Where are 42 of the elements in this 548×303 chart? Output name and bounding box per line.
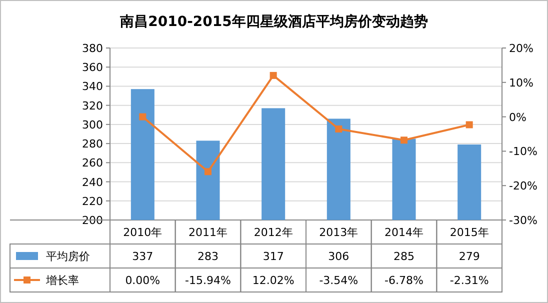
data-label: -15.94%: [185, 274, 231, 287]
y-tick-label: 240: [82, 176, 103, 189]
chart-title: 南昌2010-2015年四星级酒店平均房价变动趋势: [119, 13, 428, 30]
x-tick-label: 2013年: [319, 226, 358, 239]
data-label: 12.02%: [252, 274, 294, 287]
data-label: 337: [132, 250, 154, 263]
point: [204, 168, 212, 176]
y-tick-label: 360: [82, 61, 103, 74]
y-tick-label: 220: [82, 194, 103, 208]
y-tick-label: 300: [82, 118, 103, 132]
data-label: -6.78%: [384, 274, 424, 287]
y2-tick-label: 0%: [509, 110, 526, 124]
y2-tick-label: -10%: [509, 145, 538, 158]
legend-label: 平均房价: [46, 250, 90, 263]
data-label: 285: [394, 250, 414, 263]
x-tick-label: 2010年: [123, 226, 162, 239]
y-tick-label: 340: [82, 80, 103, 94]
y-tick-label: 320: [82, 99, 103, 112]
y-tick-label: 260: [82, 156, 103, 170]
data-label: 0.00%: [125, 274, 160, 287]
data-label: 279: [458, 250, 480, 263]
data-label: -3.54%: [319, 274, 358, 287]
data-label: -2.31%: [450, 274, 489, 287]
y-tick-label: 380: [82, 42, 103, 55]
x-tick-label: 2015年: [450, 226, 489, 239]
x-tick-label: 2011年: [188, 226, 228, 239]
y2-tick-label: 10%: [509, 76, 534, 90]
y2-tick-label: -30%: [509, 214, 538, 227]
point: [139, 113, 146, 120]
y-tick-label: 280: [82, 138, 103, 151]
point: [400, 136, 408, 144]
x-tick-label: 2012年: [254, 226, 293, 239]
data-label: 306: [328, 250, 350, 263]
y2-tick-label: 20%: [509, 42, 534, 55]
data-label: 317: [262, 250, 284, 263]
legend-label: 增长率: [45, 274, 79, 287]
point: [270, 72, 277, 79]
point: [335, 125, 342, 132]
x-tick-label: 2014年: [384, 226, 424, 239]
point: [466, 121, 473, 128]
y2-tick-label: -20%: [509, 180, 538, 193]
data-label: 283: [198, 250, 218, 263]
